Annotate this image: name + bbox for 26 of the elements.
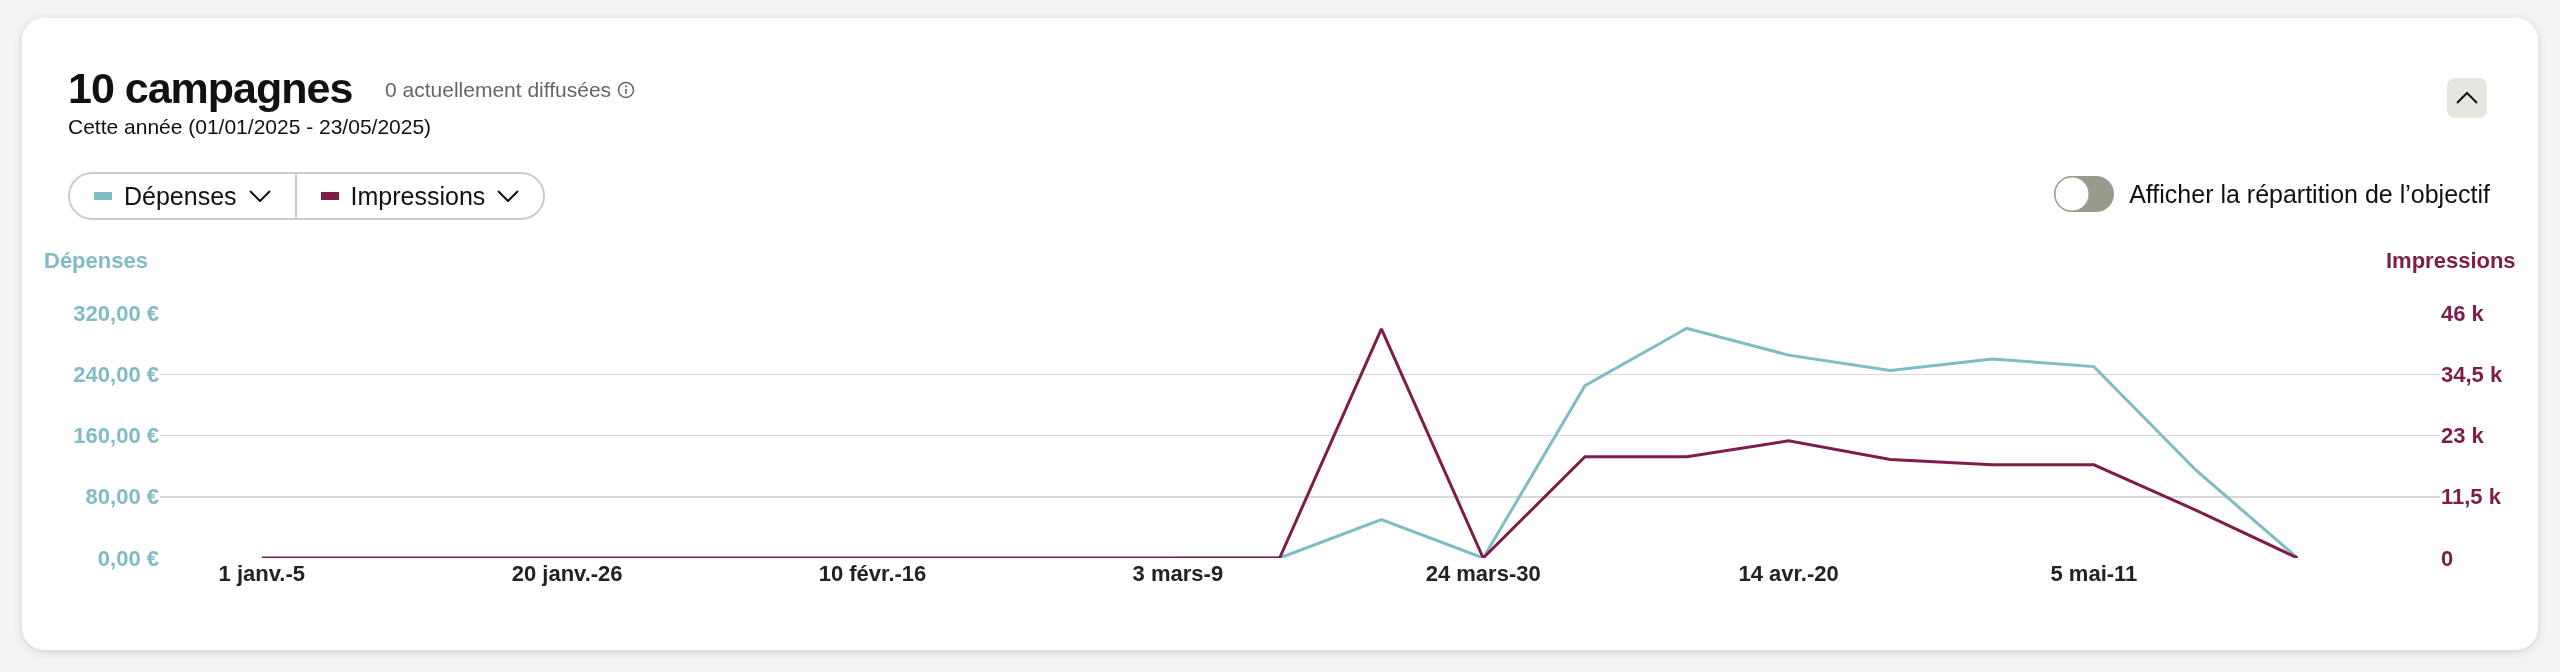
y2-axis-title: Impressions — [2386, 248, 2516, 273]
y-tick-label: 0,00 € — [97, 545, 159, 571]
y-tick-label: 160,00 € — [73, 423, 159, 449]
x-tick-label: 20 janv.-26 — [511, 561, 623, 586]
text: Cette année (01/01/2025 - 23/05/2025) — [68, 115, 432, 139]
text: Afficher la répartition de l’objectif — [2129, 179, 2490, 209]
y-tick-label: 80,00 € — [85, 484, 159, 510]
y2-tick-label: 23 k — [2441, 423, 2485, 449]
x-tick-label: 10 févr.-16 — [818, 561, 927, 586]
chart-subtitle: 0 actuellement diffusées — [385, 78, 612, 102]
y-tick-label: 240,00 € — [73, 361, 159, 387]
y-tick-label: 320,00 € — [73, 300, 159, 326]
chart-title: 10 campagnes — [68, 64, 353, 113]
legend-label: Impressions — [350, 181, 486, 211]
legend-label: Dépenses — [124, 181, 237, 211]
x-tick-label: 14 avr.-20 — [1738, 561, 1839, 586]
y2-tick-label: 0 — [2441, 545, 2454, 571]
x-tick-label: 24 mars-30 — [1425, 561, 1541, 586]
y-axis-title: Dépenses — [44, 248, 148, 273]
line-series — [260, 327, 2299, 558]
x-tick-label: 3 mars-9 — [1132, 561, 1224, 586]
y2-tick-label: 11,5 k — [2441, 484, 2502, 510]
y2-tick-label: 46 k — [2441, 300, 2485, 326]
x-tick-label: 5 mai-11 — [2050, 561, 2138, 586]
y2-tick-label: 34,5 k — [2441, 361, 2503, 387]
x-tick-label: 1 janv.-5 — [218, 561, 305, 586]
